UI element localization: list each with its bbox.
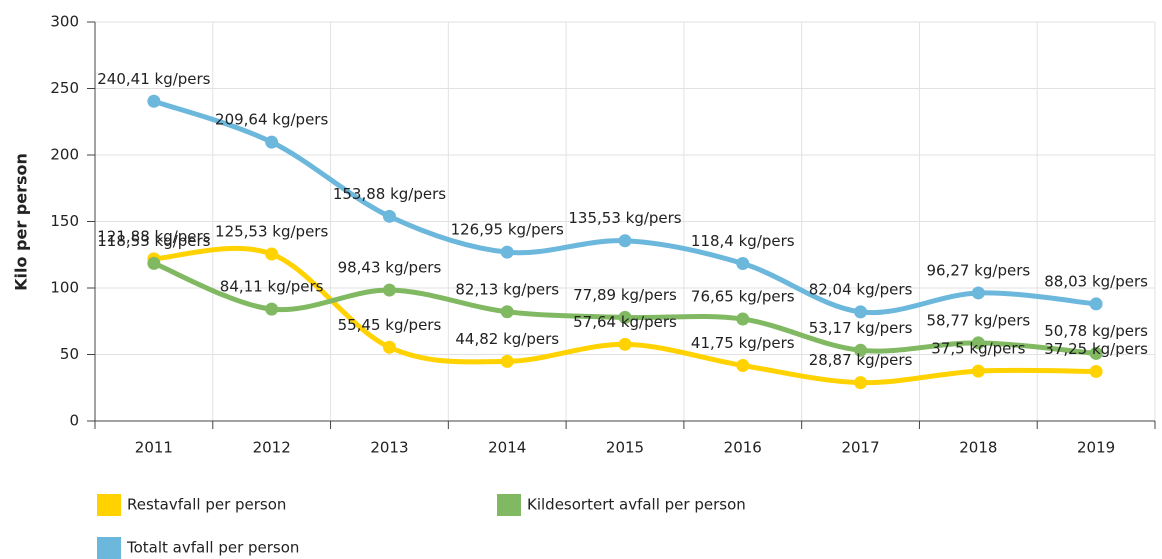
data-label: 96,27 kg/pers [926,261,1030,279]
data-point [265,135,279,149]
series-line [153,245,1097,386]
data-point [854,343,868,357]
x-tick-label: 2015 [606,439,644,457]
x-tick-label: 2019 [1077,439,1115,457]
legend-swatch [497,494,521,516]
data-label: 240,41 kg/pers [97,70,210,88]
data-point [736,312,750,326]
data-label: 209,64 kg/pers [215,111,328,129]
data-label: 53,17 kg/pers [809,319,913,337]
data-point [618,234,632,248]
data-point [265,302,279,316]
data-point [736,257,750,271]
data-point [736,358,750,372]
data-label: 88,03 kg/pers [1044,272,1148,290]
data-label: 118,4 kg/pers [691,232,795,250]
data-label: 58,77 kg/pers [926,311,1030,329]
data-point [971,336,985,350]
data-label: 153,88 kg/pers [333,185,446,203]
data-point [1089,297,1103,311]
data-point [618,310,632,324]
data-label: 84,11 kg/pers [220,278,324,296]
data-point [854,305,868,319]
data-label: 77,89 kg/pers [573,286,677,304]
data-label: 37,25 kg/pers [1044,340,1148,358]
data-label: 41,75 kg/pers [691,334,795,352]
data-label: 55,45 kg/pers [338,316,442,334]
data-label: 76,65 kg/pers [691,288,795,306]
data-point [147,256,161,270]
data-label: 82,04 kg/pers [809,280,913,298]
x-tick-label: 2018 [959,439,997,457]
data-point [500,245,514,259]
data-point [854,376,868,390]
x-tick-label: 2011 [135,439,173,457]
data-point [1089,346,1103,360]
data-label: 82,13 kg/pers [455,280,559,298]
data-label: 98,43 kg/pers [338,259,442,277]
data-point [382,340,396,354]
y-axis-title: Kilo per person [12,153,31,291]
y-tick-label: 100 [50,279,79,297]
data-label: 50,78 kg/pers [1044,322,1148,340]
data-label: 125,53 kg/pers [215,223,328,241]
data-label: 121,88 kg/pers [97,227,210,245]
x-tick-label: 2017 [841,439,879,457]
data-point [1089,364,1103,378]
data-label: 44,82 kg/pers [455,330,559,348]
data-label: 57,64 kg/pers [573,313,677,331]
x-tick-label: 2014 [488,439,526,457]
data-label: 135,53 kg/pers [568,209,681,227]
data-point [382,209,396,223]
data-label: 28,87 kg/pers [809,351,913,369]
data-point [147,94,161,108]
y-tick-label: 250 [50,79,79,97]
y-tick-label: 50 [60,345,79,363]
x-tick-label: 2016 [724,439,762,457]
data-point [265,247,279,261]
data-label: 37,5 kg/pers [931,340,1025,358]
y-tick-label: 300 [50,13,79,31]
data-point [500,305,514,319]
legend-swatch [97,537,121,559]
data-point [382,283,396,297]
y-tick-label: 200 [50,146,79,164]
x-tick-label: 2012 [253,439,291,457]
data-point [500,354,514,368]
data-point [971,286,985,300]
y-tick-label: 0 [69,412,79,430]
legend-swatch [97,494,121,516]
x-tick-label: 2013 [370,439,408,457]
legend-label: Totalt avfall per person [126,539,299,557]
y-tick-label: 150 [50,212,79,230]
data-label: 126,95 kg/pers [451,221,564,239]
data-point [618,337,632,351]
data-label: 118,53 kg/pers [97,232,210,250]
data-point [971,364,985,378]
legend-label: Restavfall per person [127,496,286,514]
legend-label: Kildesortert avfall per person [527,496,746,514]
